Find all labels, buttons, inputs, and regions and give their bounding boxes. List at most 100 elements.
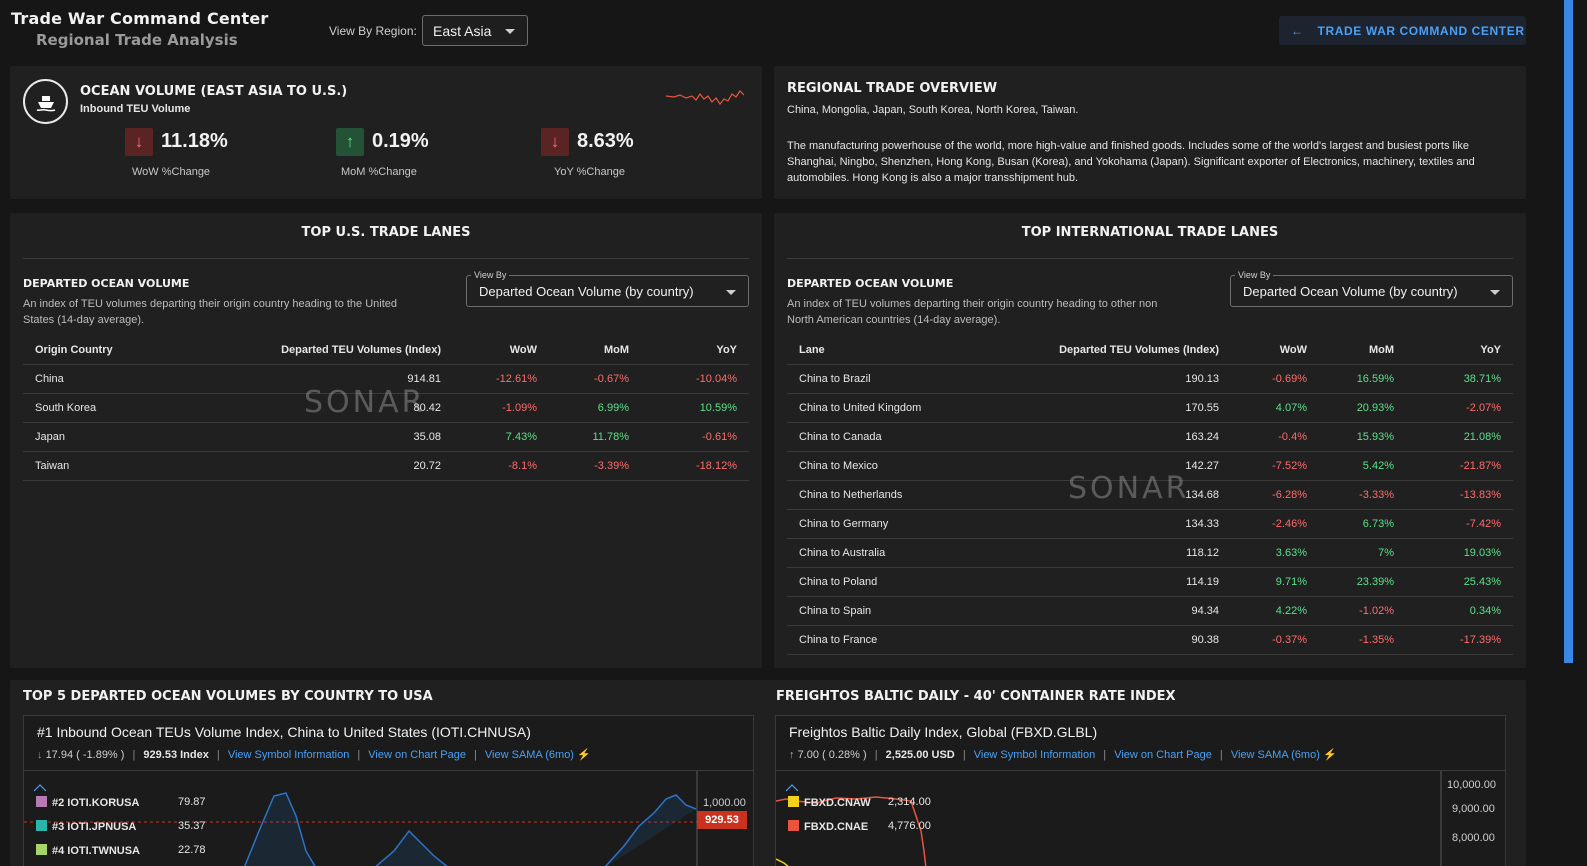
table-row[interactable]: China to United Kingdom 170.55 4.07% 20.93%… [787, 393, 1513, 423]
row-wow: -7.52% [1231, 451, 1319, 481]
col-header-mom[interactable]: MoM [549, 336, 641, 365]
table-row[interactable]: China to Spain 94.34 4.22% -1.02% 0.34% [787, 596, 1513, 626]
row-wow: -0.69% [1231, 364, 1319, 394]
row-index-value: 118.12 [997, 538, 1231, 568]
chart-plot-area[interactable]: FBXD.CNAW 2,314.00 FBXD.CNAE 4,776.00 10,0… [776, 770, 1505, 866]
kpi-yoy-value: 8.63% [577, 130, 634, 152]
legend-item-korusa[interactable]: #2 IOTI.KORUSA 79.87 [36, 796, 206, 809]
col-header-yoy[interactable]: YoY [641, 336, 749, 365]
row-yoy: -7.42% [1406, 509, 1513, 539]
legend-item-jpnusa[interactable]: #3 IOTI.JPNUSA 35.37 [36, 820, 206, 833]
chart-symbol-name: Freightos Baltic Daily Index, Global (FB… [789, 724, 1098, 740]
us-lanes-title: TOP U.S. TRADE LANES [301, 225, 471, 240]
row-label: China to Poland [787, 567, 997, 597]
col-header-origin[interactable]: Origin Country [23, 336, 213, 365]
table-row[interactable]: China to Brazil 190.13 -0.69% 16.59% 38.71% [787, 364, 1513, 394]
page-title: Trade War Command Center [11, 9, 269, 28]
legend-label: FBXD.CNAW [804, 797, 871, 809]
legend-item-twnusa[interactable]: #4 IOTI.TWNUSA 22.78 [36, 844, 206, 857]
view-on-chart-page-link[interactable]: View on Chart Page [1114, 749, 1212, 761]
legend-item-cnae[interactable]: FBXD.CNAE 4,776.00 [788, 820, 931, 833]
arrow-up-icon: ↑ [789, 749, 795, 761]
legend-swatch [36, 820, 47, 831]
row-yoy: -0.61% [641, 422, 749, 452]
row-yoy: -2.07% [1406, 393, 1513, 423]
row-mom: 16.59% [1319, 364, 1406, 394]
view-symbol-info-link[interactable]: View Symbol Information [227, 749, 350, 761]
row-label: Japan [23, 422, 213, 452]
overview-title: REGIONAL TRADE OVERVIEW [787, 81, 998, 96]
us-trade-lanes-panel: TOP U.S. TRADE LANES DEPARTED OCEAN VOLU… [10, 213, 762, 668]
legend-value: 22.78 [178, 844, 206, 856]
table-row[interactable]: China to Poland 114.19 9.71% 23.39% 25.43% [787, 567, 1513, 597]
row-index-value: 90.38 [997, 625, 1231, 655]
col-header-wow[interactable]: WoW [1231, 336, 1319, 365]
current-price-tag: 929.53 [697, 811, 747, 829]
row-wow: -2.46% [1231, 509, 1319, 539]
col-header-lane[interactable]: Lane [787, 336, 997, 365]
arrow-left-icon: ← [1291, 24, 1304, 38]
table-row[interactable]: Japan 35.08 7.43% 11.78% -0.61% [23, 422, 749, 452]
table-row[interactable]: China 914.81 -12.61% -0.67% -10.04% [23, 364, 749, 394]
table-row[interactable]: China to Canada 163.24 -0.4% 15.93% 21.08% [787, 422, 1513, 452]
row-mom: 6.73% [1319, 509, 1406, 539]
chart-fbxd-glbl[interactable]: Freightos Baltic Daily Index, Global (FB… [775, 715, 1506, 866]
table-row[interactable]: China to Australia 118.12 3.63% 7% 19.03% [787, 538, 1513, 568]
scrollbar-thumb[interactable] [1564, 0, 1573, 663]
row-wow: -6.28% [1231, 480, 1319, 510]
view-sama-link[interactable]: View SAMA (6mo) [484, 749, 574, 761]
row-yoy: -18.12% [641, 451, 749, 481]
table-row[interactable]: Taiwan 20.72 -8.1% -3.39% -18.12% [23, 451, 749, 481]
kpi-yoy-label: YoY %Change [554, 166, 625, 178]
chevron-down-icon [505, 29, 515, 34]
row-mom: -0.67% [549, 364, 641, 394]
view-on-chart-page-link[interactable]: View on Chart Page [368, 749, 466, 761]
col-header-mom[interactable]: MoM [1319, 336, 1406, 365]
intl-departed-volume-description: An index of TEU volumes departing their … [787, 298, 1158, 326]
col-header-wow[interactable]: WoW [453, 336, 549, 365]
table-row[interactable]: China to Netherlands 134.68 -6.28% -3.33% -1… [787, 480, 1513, 510]
chart-ioti-chnusa[interactable]: #1 Inbound Ocean TEUs Volume Index, Chin… [23, 715, 754, 866]
ocean-volume-title: OCEAN VOLUME (EAST ASIA TO U.S.) [80, 84, 348, 99]
table-row[interactable]: China to France 90.38 -0.37% -1.35% -17.39% [787, 625, 1513, 655]
row-mom: -3.33% [1319, 480, 1406, 510]
view-by-value: Departed Ocean Volume (by country) [479, 284, 694, 299]
intl-view-by-select[interactable]: Departed Ocean Volume (by country) [1230, 275, 1513, 307]
table-row[interactable]: South Korea 80.42 -1.09% 6.99% 10.59% [23, 393, 749, 423]
table-row[interactable]: China to Mexico 142.27 -7.52% 5.42% -21.87% [787, 451, 1513, 481]
us-view-by-select[interactable]: Departed Ocean Volume (by country) [466, 275, 749, 307]
ship-icon [23, 79, 68, 124]
col-header-yoy[interactable]: YoY [1406, 336, 1513, 365]
row-yoy: 21.08% [1406, 422, 1513, 452]
chart-plot-area[interactable]: #2 IOTI.KORUSA 79.87 #3 IOTI.JPNUSA 35.37 … [24, 770, 753, 866]
chart-level: 929.53 Index [143, 749, 209, 761]
ocean-volume-panel: OCEAN VOLUME (EAST ASIA TO U.S.) Inbound… [10, 66, 762, 199]
table-row[interactable]: China to Germany 134.33 -2.46% 6.73% -7.42% [787, 509, 1513, 539]
table-header-row: Lane Departed TEU Volumes (Index) WoW Mo… [787, 336, 1513, 365]
chart-symbol-name: #1 Inbound Ocean TEUs Volume Index, Chin… [37, 724, 531, 740]
row-mom: 6.99% [549, 393, 641, 423]
row-label: China [23, 364, 213, 394]
y-axis-tick: 1,000.00 [703, 797, 746, 809]
kpi-mom-label: MoM %Change [341, 166, 417, 178]
row-index-value: 914.81 [213, 364, 453, 394]
view-sama-link[interactable]: View SAMA (6mo) [1230, 749, 1320, 761]
kpi-wow-label: WoW %Change [132, 166, 211, 178]
overview-description: The manufacturing powerhouse of the worl… [787, 140, 1475, 184]
row-wow: -12.61% [453, 364, 549, 394]
arrow-down-icon: ↓ [541, 128, 569, 156]
freightos-title: FREIGHTOS BALTIC DAILY - 40' CONTAINER R… [776, 689, 1176, 704]
col-header-index[interactable]: Departed TEU Volumes (Index) [997, 336, 1231, 365]
legend-item-cnaw[interactable]: FBXD.CNAW 2,314.00 [788, 796, 931, 809]
bottom-charts-panel: TOP 5 DEPARTED OCEAN VOLUMES BY COUNTRY … [10, 680, 1526, 866]
region-select-value: East Asia [433, 23, 492, 39]
separator: | [962, 749, 966, 761]
back-to-command-center-button[interactable]: ← TRADE WAR COMMAND CENTER [1279, 16, 1526, 45]
separator: | [1103, 749, 1107, 761]
row-label: China to Brazil [787, 364, 997, 394]
region-select[interactable]: East Asia [422, 15, 528, 46]
chart1-lines [24, 771, 704, 866]
col-header-index[interactable]: Departed TEU Volumes (Index) [213, 336, 453, 365]
separator: | [1219, 749, 1223, 761]
view-symbol-info-link[interactable]: View Symbol Information [973, 749, 1096, 761]
